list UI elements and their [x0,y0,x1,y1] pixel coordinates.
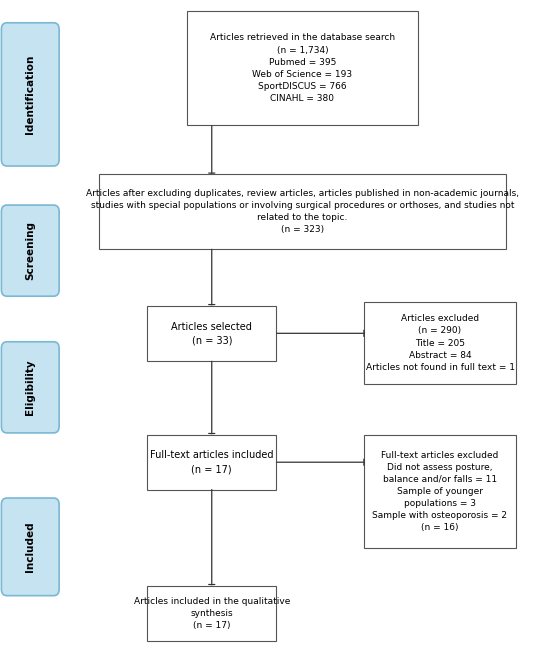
Text: Articles included in the qualitative
synthesis
(n = 17): Articles included in the qualitative syn… [134,596,290,630]
FancyBboxPatch shape [365,435,516,548]
FancyBboxPatch shape [187,12,418,125]
FancyBboxPatch shape [1,342,59,433]
FancyBboxPatch shape [99,174,506,249]
Text: Included: Included [25,521,35,572]
Text: Identification: Identification [25,55,35,134]
Text: Screening: Screening [25,221,35,280]
FancyBboxPatch shape [1,205,59,296]
Text: Full-text articles excluded
Did not assess posture,
balance and/or falls = 11
Sa: Full-text articles excluded Did not asse… [372,450,508,533]
Text: Articles excluded
(n = 290)
Title = 205
Abstract = 84
Articles not found in full: Articles excluded (n = 290) Title = 205 … [366,314,514,372]
Text: Articles retrieved in the database search
(n = 1,734)
Pubmed = 395
Web of Scienc: Articles retrieved in the database searc… [210,33,395,104]
Text: Articles after excluding duplicates, review articles, articles published in non-: Articles after excluding duplicates, rev… [86,189,519,234]
FancyBboxPatch shape [147,586,276,641]
FancyBboxPatch shape [365,302,516,384]
Text: Articles selected
(n = 33): Articles selected (n = 33) [171,322,252,345]
Text: Full-text articles included
(n = 17): Full-text articles included (n = 17) [150,450,273,474]
FancyBboxPatch shape [147,435,276,490]
FancyBboxPatch shape [1,23,59,166]
FancyBboxPatch shape [147,306,276,361]
FancyBboxPatch shape [1,498,59,596]
Text: Eligibility: Eligibility [25,359,35,415]
